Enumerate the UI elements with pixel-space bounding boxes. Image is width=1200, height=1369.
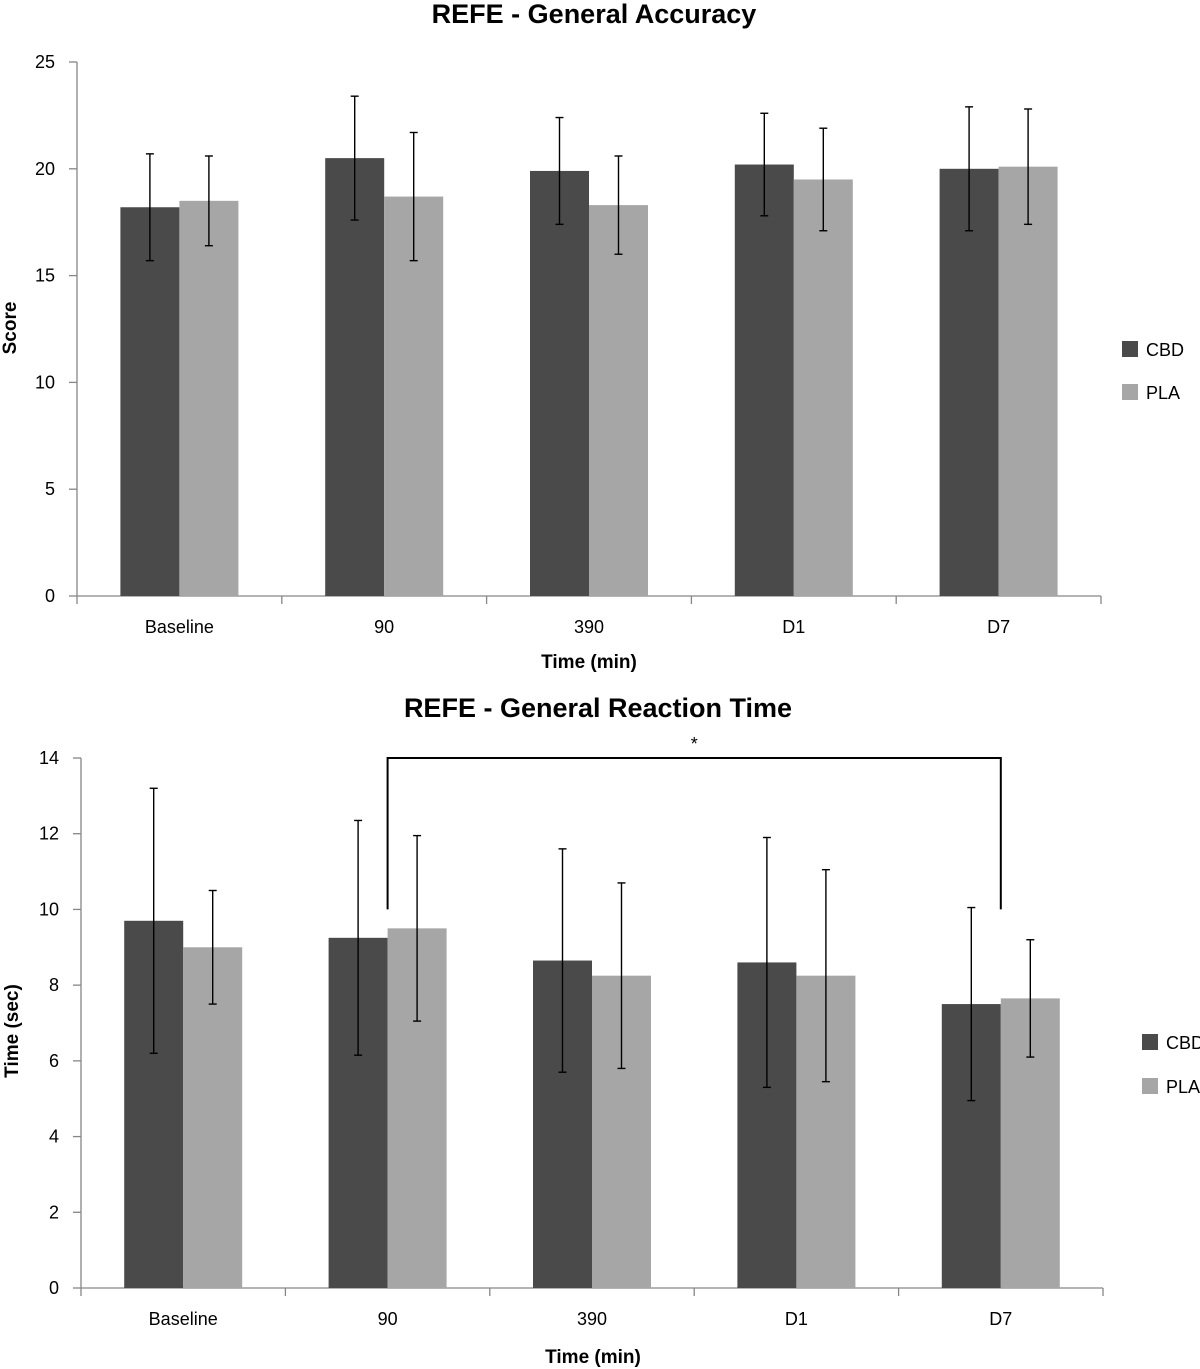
x-tick-label: Baseline bbox=[149, 1309, 218, 1329]
legend-label-pla: PLA bbox=[1146, 383, 1180, 403]
legend-label-pla: PLA bbox=[1166, 1077, 1200, 1097]
bar-cbd bbox=[734, 164, 794, 596]
y-tick-label: 10 bbox=[39, 899, 59, 919]
x-tick-label: D1 bbox=[785, 1309, 808, 1329]
bar-pla bbox=[998, 166, 1058, 596]
x-tick-label: 90 bbox=[378, 1309, 398, 1329]
y-tick-label: 5 bbox=[45, 479, 55, 499]
accuracy-chart-svg: REFE - General Accuracy Time (min) Score… bbox=[0, 0, 1184, 673]
chart-title: REFE - General Accuracy bbox=[432, 0, 757, 29]
reaction-time-chart: REFE - General Reaction Time Time (min) … bbox=[0, 684, 1200, 1369]
significance-label: * bbox=[691, 734, 698, 754]
y-tick-label: 0 bbox=[49, 1278, 59, 1298]
x-axis-title: Time (min) bbox=[541, 652, 637, 673]
reaction-time-chart-svg: REFE - General Reaction Time Time (min) … bbox=[2, 693, 1200, 1368]
x-axis-title: Time (min) bbox=[545, 1347, 641, 1368]
x-tick-label: Baseline bbox=[145, 617, 214, 637]
y-tick-label: 10 bbox=[35, 372, 55, 392]
y-tick-label: 12 bbox=[39, 824, 59, 844]
bar-cbd bbox=[325, 158, 385, 596]
x-tick-label: D7 bbox=[987, 617, 1010, 637]
bar-cbd bbox=[120, 207, 180, 597]
legend-label-cbd: CBD bbox=[1146, 340, 1184, 360]
y-tick-label: 0 bbox=[45, 586, 55, 606]
chart-title: REFE - General Reaction Time bbox=[404, 693, 792, 723]
legend-swatch-pla bbox=[1122, 384, 1138, 400]
x-tick-label: D1 bbox=[782, 617, 805, 637]
bar-pla bbox=[589, 205, 648, 596]
y-tick-label: 15 bbox=[35, 266, 55, 286]
y-axis-title: Score bbox=[0, 302, 21, 355]
legend-label-cbd: CBD bbox=[1166, 1033, 1200, 1053]
bar-cbd bbox=[939, 168, 999, 597]
bar-pla bbox=[793, 179, 853, 597]
y-tick-label: 2 bbox=[49, 1202, 59, 1222]
legend: CBD PLA bbox=[1142, 1033, 1200, 1097]
legend-swatch-cbd bbox=[1122, 341, 1138, 357]
y-tick-label: 20 bbox=[35, 159, 55, 179]
y-tick-label: 25 bbox=[35, 52, 55, 72]
legend-swatch-pla bbox=[1142, 1078, 1158, 1094]
legend: CBD PLA bbox=[1122, 340, 1184, 403]
bar-pla bbox=[384, 196, 444, 596]
x-tick-label: D7 bbox=[989, 1309, 1012, 1329]
y-tick-label: 4 bbox=[49, 1127, 59, 1147]
x-tick-label: 390 bbox=[577, 1309, 607, 1329]
legend-swatch-cbd bbox=[1142, 1034, 1158, 1050]
significance-bracket bbox=[386, 757, 1002, 910]
x-tick-label: 390 bbox=[574, 617, 604, 637]
accuracy-chart: REFE - General Accuracy Time (min) Score… bbox=[0, 0, 1200, 680]
y-tick-label: 14 bbox=[39, 748, 59, 768]
y-axis-title: Time (sec) bbox=[2, 984, 23, 1078]
y-tick-label: 6 bbox=[49, 1051, 59, 1071]
y-tick-label: 8 bbox=[49, 975, 59, 995]
bar-cbd bbox=[530, 170, 589, 596]
bar-pla bbox=[179, 200, 239, 596]
x-tick-label: 90 bbox=[374, 617, 394, 637]
